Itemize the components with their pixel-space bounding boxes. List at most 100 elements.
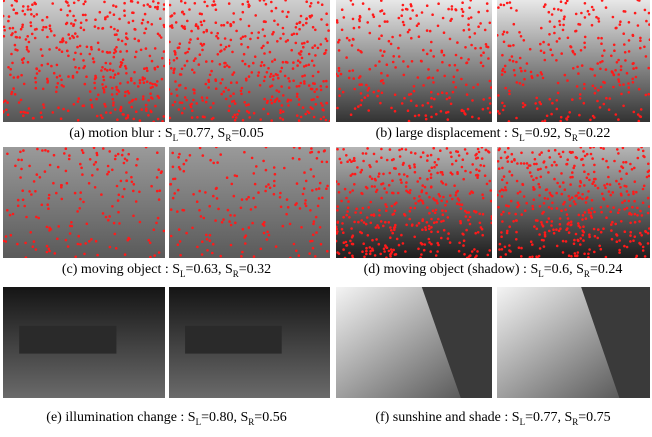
feature-point bbox=[618, 239, 621, 242]
feature-point bbox=[615, 180, 618, 183]
feature-point bbox=[559, 217, 562, 220]
feature-point bbox=[224, 37, 227, 40]
feature-point bbox=[112, 98, 115, 101]
feature-point bbox=[183, 107, 186, 110]
feature-point bbox=[127, 237, 130, 240]
feature-point bbox=[400, 234, 403, 237]
feature-point bbox=[117, 72, 120, 75]
feature-point bbox=[248, 6, 251, 9]
feature-point bbox=[90, 104, 93, 107]
feature-point bbox=[460, 78, 463, 81]
feature-point bbox=[436, 202, 439, 205]
feature-point bbox=[315, 231, 318, 234]
feature-point bbox=[362, 242, 365, 245]
feature-point bbox=[117, 153, 120, 156]
feature-point bbox=[622, 83, 625, 86]
feature-point bbox=[430, 91, 433, 94]
feature-point bbox=[519, 191, 522, 194]
feature-point bbox=[192, 88, 195, 91]
feature-point bbox=[618, 183, 621, 186]
feature-point bbox=[354, 211, 357, 214]
feature-point bbox=[637, 157, 640, 160]
feature-point bbox=[233, 100, 236, 103]
feature-point bbox=[131, 181, 134, 184]
feature-point bbox=[311, 88, 314, 91]
feature-point bbox=[244, 63, 247, 66]
feature-point bbox=[540, 176, 543, 179]
feature-point bbox=[571, 98, 574, 101]
feature-point bbox=[103, 79, 106, 82]
feature-point bbox=[338, 67, 341, 70]
feature-point bbox=[175, 88, 178, 91]
feature-point bbox=[296, 64, 299, 67]
feature-point bbox=[69, 225, 72, 228]
feature-point bbox=[68, 158, 71, 161]
feature-point bbox=[381, 92, 384, 95]
feature-point bbox=[575, 30, 578, 33]
feature-point bbox=[556, 207, 559, 210]
feature-point bbox=[644, 255, 647, 258]
feature-point bbox=[591, 199, 594, 202]
feature-point bbox=[451, 5, 454, 8]
feature-point bbox=[435, 113, 438, 116]
feature-point bbox=[394, 66, 397, 69]
feature-point bbox=[430, 231, 433, 234]
feature-point bbox=[240, 90, 243, 93]
feature-point bbox=[646, 176, 649, 179]
feature-point bbox=[409, 17, 412, 20]
feature-point bbox=[398, 17, 401, 20]
feature-point bbox=[106, 51, 109, 54]
feature-point bbox=[119, 65, 122, 68]
feature-point bbox=[551, 102, 554, 105]
feature-point bbox=[156, 66, 159, 69]
feature-point bbox=[555, 59, 558, 62]
feature-point bbox=[308, 53, 311, 56]
feature-point bbox=[281, 10, 284, 13]
feature-point bbox=[181, 68, 184, 71]
feature-point bbox=[36, 173, 39, 176]
feature-point bbox=[380, 80, 383, 83]
feature-point bbox=[586, 177, 589, 180]
feature-point bbox=[454, 8, 457, 11]
feature-point bbox=[410, 151, 413, 154]
feature-point bbox=[457, 197, 460, 200]
feature-point bbox=[149, 92, 152, 95]
feature-point bbox=[20, 74, 23, 77]
feature-point bbox=[482, 51, 485, 54]
feature-point bbox=[345, 241, 348, 244]
feature-point bbox=[430, 186, 433, 189]
feature-point bbox=[142, 78, 145, 81]
feature-point bbox=[227, 209, 230, 212]
feature-point bbox=[314, 255, 317, 258]
caption-text: =0.6, S bbox=[544, 262, 584, 277]
feature-point bbox=[481, 234, 484, 237]
feature-point bbox=[386, 20, 389, 23]
feature-point bbox=[174, 101, 177, 104]
feature-point bbox=[462, 178, 465, 181]
feature-point bbox=[373, 153, 376, 156]
feature-point bbox=[26, 48, 29, 51]
feature-point bbox=[316, 96, 319, 99]
feature-point bbox=[135, 51, 138, 54]
feature-point bbox=[486, 10, 489, 13]
feature-point bbox=[241, 60, 244, 63]
feature-point bbox=[132, 190, 135, 193]
feature-point bbox=[156, 190, 159, 193]
feature-point bbox=[277, 23, 280, 26]
feature-point bbox=[529, 164, 532, 167]
feature-point bbox=[309, 16, 312, 19]
feature-point bbox=[57, 166, 60, 169]
feature-point bbox=[208, 80, 211, 83]
feature-point bbox=[185, 159, 188, 162]
feature-point bbox=[645, 94, 648, 97]
feature-point bbox=[560, 116, 563, 119]
feature-point bbox=[509, 59, 512, 62]
feature-point bbox=[473, 248, 476, 251]
feature-point bbox=[348, 70, 351, 73]
feature-point bbox=[252, 197, 255, 200]
feature-point bbox=[516, 81, 519, 84]
feature-point bbox=[134, 38, 137, 41]
feature-point bbox=[109, 62, 112, 65]
feature-point bbox=[380, 34, 383, 37]
feature-point bbox=[17, 199, 20, 202]
